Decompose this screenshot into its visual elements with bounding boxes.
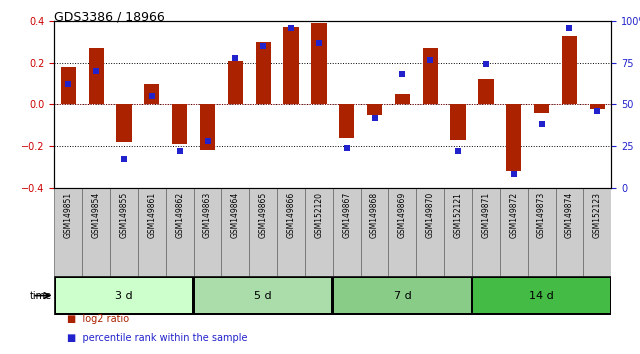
- Bar: [277, 188, 305, 276]
- Bar: [305, 188, 333, 276]
- Text: GSM149865: GSM149865: [259, 192, 268, 238]
- Text: GSM149864: GSM149864: [231, 192, 240, 238]
- Bar: [110, 188, 138, 276]
- Bar: [144, 84, 159, 104]
- Bar: [562, 36, 577, 104]
- Text: GSM149874: GSM149874: [565, 192, 574, 238]
- Text: GSM149870: GSM149870: [426, 192, 435, 238]
- Bar: [194, 188, 221, 276]
- Text: 7 d: 7 d: [394, 291, 412, 301]
- Bar: [417, 188, 444, 276]
- Bar: [250, 188, 277, 276]
- Bar: [534, 104, 549, 113]
- Bar: [166, 188, 193, 276]
- Bar: [83, 188, 110, 276]
- Text: ■  percentile rank within the sample: ■ percentile rank within the sample: [67, 333, 248, 343]
- Bar: [528, 188, 556, 276]
- Bar: [339, 104, 355, 138]
- Bar: [506, 104, 522, 171]
- Bar: [444, 188, 472, 276]
- Text: GSM149867: GSM149867: [342, 192, 351, 238]
- Text: ■  log2 ratio: ■ log2 ratio: [67, 314, 129, 324]
- Text: time: time: [29, 291, 52, 301]
- Bar: [333, 188, 361, 276]
- Text: GSM149869: GSM149869: [398, 192, 407, 238]
- Bar: [172, 104, 188, 144]
- Text: GSM149863: GSM149863: [203, 192, 212, 238]
- Text: 5 d: 5 d: [254, 291, 272, 301]
- Bar: [311, 23, 326, 104]
- Bar: [361, 188, 388, 276]
- Bar: [472, 188, 500, 276]
- Text: GSM149862: GSM149862: [175, 192, 184, 238]
- Bar: [334, 278, 470, 313]
- Bar: [367, 104, 382, 115]
- Bar: [195, 278, 332, 313]
- Bar: [478, 80, 493, 104]
- Text: GSM149866: GSM149866: [287, 192, 296, 238]
- Text: 14 d: 14 d: [529, 291, 554, 301]
- Text: GSM149872: GSM149872: [509, 192, 518, 238]
- Bar: [138, 188, 166, 276]
- Text: 3 d: 3 d: [115, 291, 133, 301]
- Bar: [395, 94, 410, 104]
- Bar: [88, 48, 104, 104]
- Bar: [54, 188, 83, 276]
- Text: GDS3386 / 18966: GDS3386 / 18966: [54, 11, 165, 24]
- Text: GSM152123: GSM152123: [593, 192, 602, 238]
- Text: GSM149861: GSM149861: [147, 192, 156, 238]
- Text: GSM149873: GSM149873: [537, 192, 546, 238]
- Bar: [388, 188, 417, 276]
- Text: GSM149871: GSM149871: [481, 192, 490, 238]
- Bar: [200, 104, 215, 150]
- Bar: [422, 48, 438, 104]
- Bar: [451, 104, 466, 140]
- Bar: [584, 188, 611, 276]
- Bar: [228, 61, 243, 104]
- Bar: [221, 188, 250, 276]
- Text: GSM149855: GSM149855: [120, 192, 129, 238]
- Text: GSM149854: GSM149854: [92, 192, 100, 238]
- Text: GSM152121: GSM152121: [454, 192, 463, 238]
- Bar: [500, 188, 527, 276]
- Bar: [116, 104, 132, 142]
- Bar: [474, 278, 610, 313]
- Bar: [61, 67, 76, 104]
- Bar: [284, 28, 299, 104]
- Text: GSM149851: GSM149851: [64, 192, 73, 238]
- Text: GSM149868: GSM149868: [370, 192, 379, 238]
- Bar: [255, 42, 271, 104]
- Bar: [589, 104, 605, 109]
- Bar: [56, 278, 192, 313]
- Text: GSM152120: GSM152120: [314, 192, 323, 238]
- Bar: [556, 188, 584, 276]
